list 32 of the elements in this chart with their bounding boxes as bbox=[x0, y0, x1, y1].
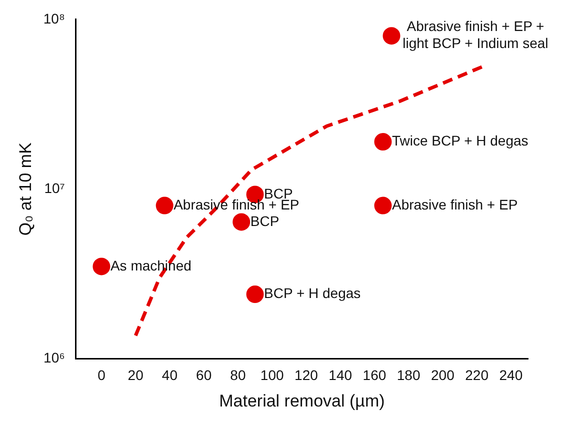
annotation: Abrasive finish + EP + light BCP + Indium seal bbox=[402, 18, 548, 52]
x-tick-label: 220 bbox=[465, 367, 489, 384]
x-tick-label: 40 bbox=[162, 367, 178, 384]
annotation: BCP + H degas bbox=[264, 285, 361, 302]
y-tick-label: 10⁶ bbox=[44, 350, 65, 366]
annotation: Abrasive finish + EP bbox=[392, 196, 518, 212]
point bbox=[246, 286, 264, 304]
x-tick-label: 240 bbox=[499, 367, 523, 384]
annotation: Twice BCP + H degas bbox=[392, 132, 528, 149]
x-tick-label: 60 bbox=[196, 367, 212, 384]
point bbox=[232, 213, 250, 231]
x-tick-label: 200 bbox=[431, 367, 455, 384]
x-tick-label: 80 bbox=[230, 367, 246, 384]
annotation: BCP bbox=[250, 212, 280, 229]
x-tick-label: 180 bbox=[396, 367, 420, 384]
y-tick-label: 10⁷ bbox=[44, 180, 65, 196]
x-tick-label: 20 bbox=[128, 367, 144, 384]
x-axis-title: Material removal (µm) bbox=[219, 391, 385, 410]
point bbox=[382, 27, 400, 45]
annotation: As machined bbox=[110, 257, 192, 274]
x-tick-label: 0 bbox=[98, 367, 106, 384]
x-tick-label: 140 bbox=[328, 367, 352, 384]
point bbox=[374, 196, 392, 214]
x-tick-label: 100 bbox=[260, 367, 284, 384]
y-axis-title: Q₀ at 10 mK bbox=[16, 142, 35, 236]
x-tick-label: 120 bbox=[294, 367, 318, 384]
point bbox=[92, 258, 110, 276]
y-tick-label: 10⁸ bbox=[43, 10, 65, 26]
point bbox=[156, 196, 174, 214]
line-series bbox=[134, 64, 486, 338]
x-tick-label: 160 bbox=[362, 367, 386, 384]
point bbox=[374, 133, 392, 151]
